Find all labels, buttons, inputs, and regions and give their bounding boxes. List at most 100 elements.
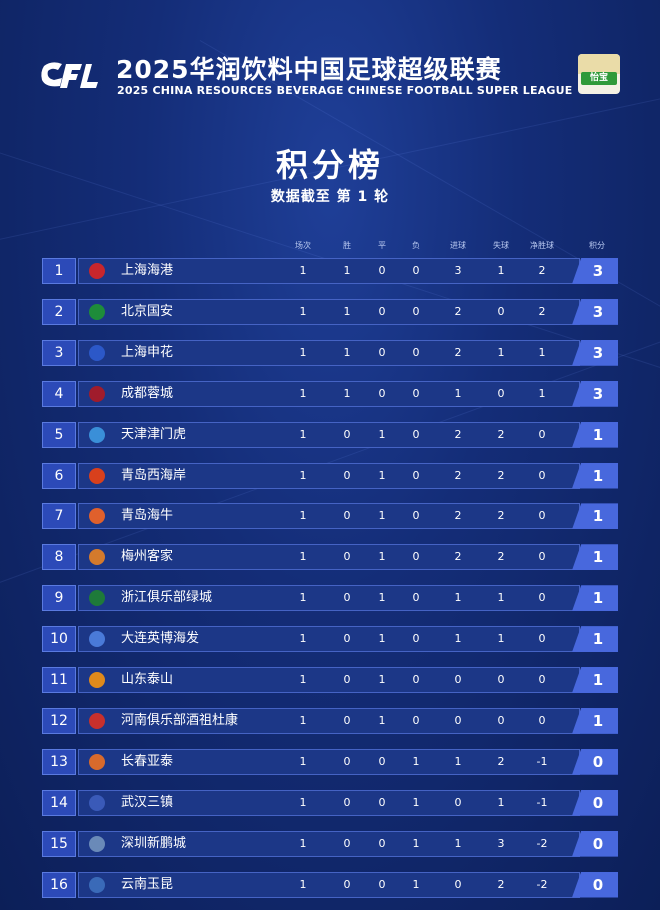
rank-number: 15 [42,830,76,857]
stat-lost: 1 [412,754,420,768]
stat-played: 1 [299,386,307,400]
stat-gd: 1 [538,386,546,400]
stat-played: 1 [299,304,307,318]
stat-gd: 0 [538,550,546,564]
team-name: 成都蓉城 [121,385,174,401]
team-name: 青岛西海岸 [121,467,187,483]
points-value: 3 [572,380,618,407]
team-name: 河南俱乐部酒祖杜康 [121,712,239,728]
stat-gf: 2 [454,468,462,482]
rank-number: 7 [42,503,76,530]
points-value: 1 [572,626,618,653]
stat-lost: 0 [412,264,420,277]
stat-lost: 0 [412,345,420,359]
team-logo-icon [89,835,105,852]
team-logo-icon [89,794,105,811]
header-goals-for: 进球 [450,241,466,250]
stat-gd: 2 [538,304,546,318]
rank-number: 5 [42,421,76,448]
team-bar: 武汉三镇 [78,789,580,816]
stat-lost: 0 [412,427,420,441]
team-logo-icon [89,385,105,402]
rank-number: 14 [42,789,76,816]
stat-lost: 0 [412,713,420,727]
header: 2025华润饮料中国足球超级联赛 2025 CHINA RESOURCES BE… [0,0,660,110]
stat-won: 0 [343,713,351,727]
stat-ga: 0 [497,304,505,318]
team-bar: 浙江俱乐部绿城 [78,585,580,612]
team-name: 梅州客家 [121,549,174,565]
stat-won: 0 [343,795,351,809]
table-row: 12 河南俱乐部酒祖杜康 1 0 1 0 0 0 0 1 [42,707,618,734]
stat-played: 1 [299,632,307,646]
table-row: 15 深圳新鹏城 1 0 0 1 1 3 -2 0 [42,830,618,857]
team-bar: 北京国安 [78,298,580,325]
team-bar: 上海海港 [78,258,580,284]
team-logo-icon [89,263,105,279]
rank-number: 9 [42,585,76,612]
table-row: 11 山东泰山 1 0 1 0 0 0 0 1 [42,667,618,693]
stat-gd: 2 [538,264,546,277]
team-logo-icon [89,876,105,893]
team-logo-icon [89,303,105,320]
stat-lost: 0 [412,591,420,605]
stat-lost: 0 [412,386,420,400]
team-bar: 上海申花 [78,339,580,366]
stat-ga: 1 [497,795,505,809]
team-bar: 青岛海牛 [78,503,580,530]
rank-number: 12 [42,707,76,734]
stat-ga: 0 [497,386,505,400]
stat-played: 1 [299,591,307,605]
team-logo-icon [89,590,105,607]
stat-drawn: 1 [378,673,386,686]
stat-drawn: 1 [378,550,386,564]
header-played: 场次 [295,241,311,250]
points-value: 1 [572,667,618,693]
header-points: 积分 [589,241,605,250]
team-logo-icon [89,467,105,484]
stat-played: 1 [299,468,307,482]
header-drawn: 平 [378,241,386,250]
rank-number: 10 [42,626,76,653]
team-name: 云南玉昆 [121,876,174,892]
stat-drawn: 1 [378,713,386,727]
stat-gf: 1 [454,632,462,646]
stat-won: 0 [343,468,351,482]
cfl-logo [41,62,98,88]
table-row: 2 北京国安 1 1 0 0 2 0 2 3 [42,298,618,325]
table-row: 8 梅州客家 1 0 1 0 2 2 0 1 [42,544,618,571]
team-bar: 天津津门虎 [78,421,580,448]
page-title: 积分榜 [275,146,384,184]
table-row: 4 成都蓉城 1 1 0 0 1 0 1 3 [42,380,618,407]
team-name: 天津津门虎 [121,426,187,442]
rank-number: 8 [42,544,76,571]
stat-played: 1 [299,345,307,359]
table-row: 6 青岛西海岸 1 0 1 0 2 2 0 1 [42,462,618,489]
stat-gd: 1 [538,345,546,359]
table-row: 13 长春亚泰 1 0 0 1 1 2 -1 0 [42,748,618,775]
stat-played: 1 [299,795,307,809]
stat-gd: -1 [536,754,548,768]
stat-ga: 1 [497,345,505,359]
stat-ga: 2 [497,468,505,482]
stat-won: 0 [343,550,351,564]
team-name: 青岛海牛 [121,508,174,524]
team-bar: 青岛西海岸 [78,462,580,489]
stat-drawn: 1 [378,632,386,646]
stat-won: 0 [343,509,351,523]
stat-gf: 0 [454,713,462,727]
stat-gf: 2 [454,550,462,564]
stat-drawn: 0 [378,264,386,277]
stat-lost: 0 [412,673,420,686]
team-bar: 大连英博海发 [78,626,580,653]
rank-number: 2 [42,298,76,325]
stat-drawn: 1 [378,509,386,523]
points-value: 3 [572,258,618,284]
team-name: 上海申花 [121,344,174,360]
points-value: 0 [572,830,618,857]
points-value: 0 [572,748,618,775]
stat-won: 0 [343,754,351,768]
header-lost: 负 [412,241,420,250]
stat-drawn: 0 [378,304,386,318]
team-name: 上海海港 [121,263,174,278]
